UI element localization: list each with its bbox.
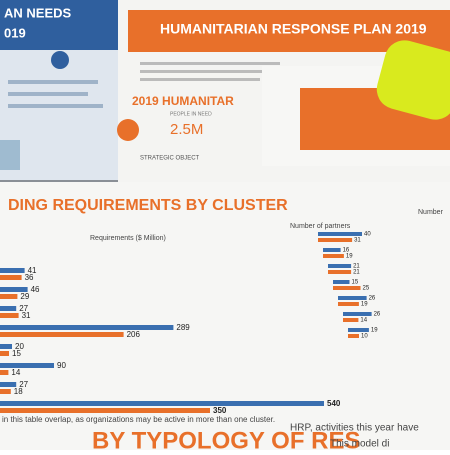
partner-bar [333,280,350,284]
requirement-bar [0,408,210,413]
partner-bar [323,254,344,258]
partner-label: 31 [354,238,361,244]
text-line [140,78,260,81]
requirement-label: 41 [28,266,37,275]
partner-label: 14 [360,318,367,324]
requirement-label: 36 [25,273,34,282]
people-value: 2.5M [170,121,203,138]
text-line [8,104,103,108]
requirement-label: 540 [327,399,341,408]
requirement-bar [0,344,12,349]
requirement-bar [0,287,28,292]
partner-label: 19 [346,254,353,260]
requirement-label: 20 [15,342,24,351]
requirement-bar [0,275,22,280]
text-line [8,92,88,96]
requirement-bar [0,401,324,406]
requirement-bar [0,268,25,273]
requirement-label: 15 [12,349,21,358]
partner-label: 16 [343,248,350,254]
requirement-label: 31 [22,311,31,320]
requirement-bar [0,370,9,375]
partner-bar [323,248,341,252]
partner-bar [328,270,352,274]
objectives-label: STRATEGIC OBJECT [140,156,200,162]
partners-label-2: Number [418,209,444,216]
partner-bar [318,238,353,242]
partner-label: 19 [371,328,378,334]
back-left-title: AN NEEDS [4,5,72,20]
requirement-label: 14 [11,368,20,377]
partner-label: 26 [374,312,381,318]
partner-label: 21 [353,264,360,270]
partner-bar [328,264,352,268]
back-left-header [0,0,120,50]
requirement-label: 350 [213,406,227,415]
requirement-label: 18 [14,387,23,396]
requirement-label: 206 [127,330,141,339]
body-text-2: This model di [330,439,389,450]
partner-bar [348,334,359,338]
text-line [140,70,270,73]
partner-bar [343,312,372,316]
text-line [140,62,280,65]
requirement-bar [0,382,17,387]
partner-label: 40 [364,232,371,238]
highlighter [376,40,450,120]
requirements-label: Requirements ($ Million) [90,235,166,242]
icon [51,51,69,69]
cluster-chart: 4136462927312892062015901427185403504031… [0,232,381,415]
text-line [8,80,98,84]
requirement-bar [0,389,11,394]
requirement-bar [0,294,18,299]
partners-label: Number of partners [290,223,351,230]
back-center-title: HUMANITARIAN RESPONSE PLAN 2019 [160,21,427,37]
people-icon [117,119,139,141]
people-label: PEOPLE IN NEED [170,111,212,117]
requirement-label: 29 [20,292,29,301]
partner-label: 19 [361,302,368,308]
requirement-bar [0,306,17,311]
requirement-label: 27 [19,380,28,389]
requirement-label: 90 [57,361,66,370]
partner-bar [338,296,367,300]
back-left-year: 019 [4,25,26,40]
partner-bar [333,286,361,290]
partner-label: 15 [352,280,359,286]
note: in this table overlap, as organizations … [2,415,275,424]
requirement-bar [0,325,174,330]
body-text: HRP, activities this year have [290,423,419,434]
block [0,140,20,170]
partner-label: 26 [369,296,376,302]
partner-label: 21 [353,270,360,276]
partner-bar [343,318,359,322]
partner-bar [338,302,359,306]
requirement-bar [0,313,19,318]
requirement-bar [0,332,124,337]
requirement-bar [0,363,54,368]
requirement-label: 46 [31,285,40,294]
partner-label: 10 [361,334,368,340]
requirement-bar [0,351,9,356]
requirement-label: 289 [176,323,190,332]
partner-bar [348,328,369,332]
partner-bar [318,232,362,236]
main-title: DING REQUIREMENTS BY CLUSTER [8,197,288,214]
partner-label: 25 [363,286,370,292]
section-heading: 2019 HUMANITAR [132,94,234,108]
requirement-label: 27 [19,304,28,313]
